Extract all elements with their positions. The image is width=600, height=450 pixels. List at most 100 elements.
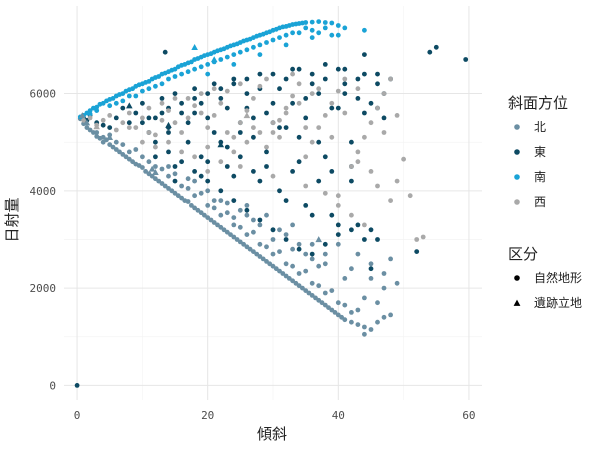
legend-label: 西: [534, 195, 546, 209]
data-point: [316, 91, 322, 96]
data-point: [133, 125, 139, 130]
data-point: [335, 300, 341, 306]
data-point: [244, 139, 250, 145]
data-point: [205, 215, 211, 221]
data-point: [224, 54, 230, 60]
data-point: [296, 100, 302, 106]
data-point: [231, 52, 237, 57]
data-point: [381, 91, 387, 96]
site-point: [210, 56, 218, 63]
data-point: [185, 120, 191, 126]
data-point: [211, 86, 217, 92]
data-point: [166, 139, 171, 145]
data-point: [159, 100, 165, 106]
data-point: [179, 100, 185, 106]
data-point: [381, 271, 387, 276]
data-point: [388, 76, 393, 82]
data-point: [264, 76, 269, 82]
data-point: [303, 154, 309, 160]
data-point: [342, 25, 348, 31]
data-point: [326, 305, 331, 310]
data-point: [153, 154, 158, 160]
data-point: [309, 139, 315, 145]
data-point: [309, 35, 315, 40]
data-point: [270, 237, 276, 242]
data-point: [133, 110, 139, 116]
data-point: [277, 125, 282, 130]
data-point: [251, 229, 256, 235]
data-point: [296, 241, 302, 247]
data-point: [316, 297, 322, 303]
data-point: [283, 42, 289, 48]
data-point: [166, 173, 171, 179]
data-point: [257, 178, 263, 184]
data-point: [290, 263, 295, 269]
data-point: [218, 100, 224, 106]
data-point: [91, 130, 96, 135]
data-point: [264, 40, 269, 45]
data-point: [368, 261, 374, 267]
data-point: [192, 154, 198, 160]
data-point: [159, 166, 165, 172]
data-point: [316, 263, 322, 269]
data-point: [375, 81, 380, 87]
data-point: [113, 139, 119, 145]
data-point: [251, 115, 256, 121]
data-point: [218, 159, 224, 165]
data-point: [420, 234, 426, 240]
data-point: [198, 154, 204, 160]
data-point: [87, 108, 93, 113]
site-point: [93, 123, 100, 130]
data-point: [270, 37, 276, 43]
data-point: [355, 222, 361, 228]
data-point: [244, 203, 250, 208]
data-point: [237, 239, 243, 245]
data-point: [322, 20, 328, 25]
data-point: [355, 86, 361, 92]
data-point: [296, 283, 302, 289]
data-point: [146, 86, 152, 92]
data-point: [368, 120, 374, 126]
data-point: [375, 183, 380, 189]
x-tick-labels: 0 20 40 60: [74, 409, 476, 422]
data-point: [81, 117, 86, 123]
data-point: [251, 169, 256, 174]
data-point: [401, 156, 406, 162]
data-point: [316, 19, 322, 24]
x-axis-title: 傾斜: [257, 425, 287, 443]
x-tick-label: 60: [462, 409, 475, 422]
data-point: [368, 327, 374, 332]
data-point: [247, 246, 253, 252]
data-point: [215, 222, 220, 228]
data-point: [143, 169, 149, 174]
data-point: [322, 25, 328, 31]
data-point: [185, 199, 191, 204]
data-point: [322, 290, 328, 296]
data-point: [172, 178, 178, 184]
data-point: [205, 62, 211, 67]
site-point: [217, 141, 225, 148]
data-point: [283, 261, 289, 267]
data-point: [257, 254, 263, 259]
data-point: [231, 234, 237, 240]
data-point: [283, 125, 289, 130]
site-point: [191, 44, 198, 50]
legend-label: 遺跡立地: [534, 295, 582, 310]
data-point: [290, 66, 295, 72]
data-point: [296, 246, 302, 252]
data-point: [381, 314, 387, 320]
legend-label: 東: [534, 145, 546, 159]
data-point: [166, 130, 171, 135]
data-point: [335, 66, 341, 72]
data-point: [100, 134, 106, 140]
data-point: [335, 193, 341, 199]
data-point: [251, 125, 256, 130]
data-point: [335, 222, 341, 228]
data-point: [244, 212, 250, 218]
data-point: [329, 169, 335, 174]
data-point: [140, 139, 145, 145]
data-point: [316, 283, 322, 289]
data-point: [166, 164, 171, 169]
data-point: [300, 285, 305, 291]
data-point: [153, 176, 158, 182]
